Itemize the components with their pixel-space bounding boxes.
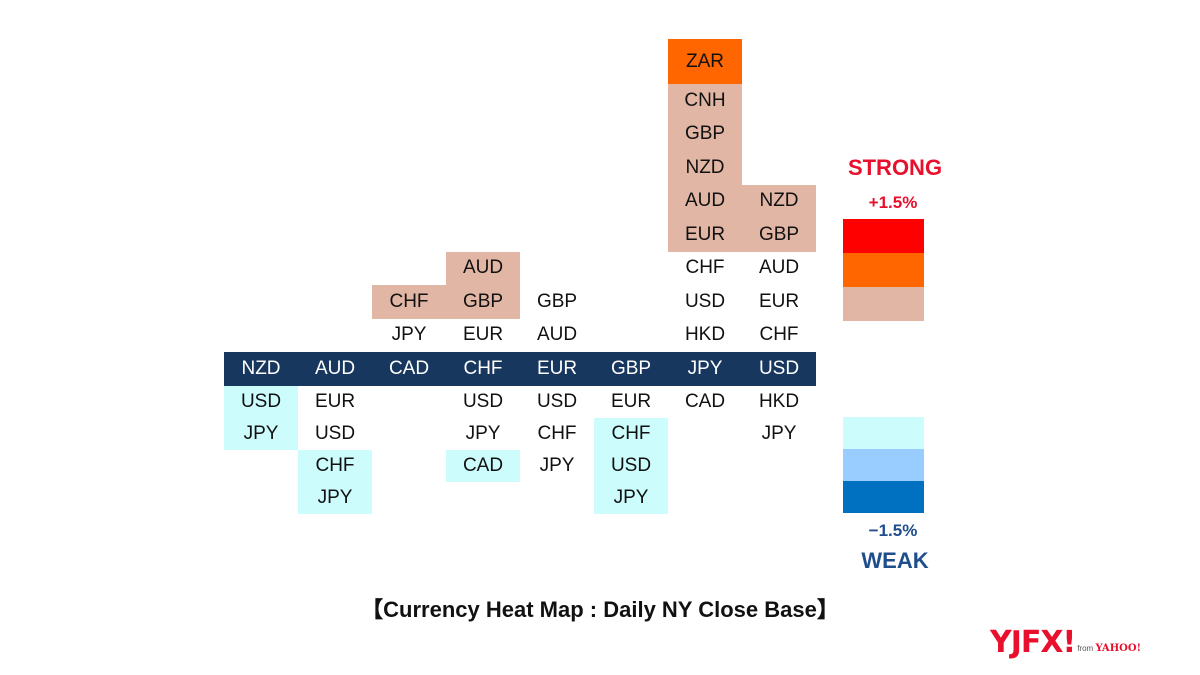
cell-jpy-cnh: CNH: [668, 84, 742, 118]
legend-swatch-weak3: [843, 481, 924, 513]
cell-jpy-gbp: GBP: [668, 117, 742, 151]
legend-weak-label: WEAK: [861, 548, 929, 573]
legend-swatch-strong1: [843, 287, 924, 321]
cell-aud-eur: EUR: [298, 386, 372, 418]
cell-usd-gbp: GBP: [742, 218, 816, 252]
base-currency-gbp: GBP: [594, 352, 668, 386]
cell-jpy-nzd: NZD: [668, 151, 742, 185]
cell-eur-chf: CHF: [520, 418, 594, 450]
cell-chf-aud: AUD: [446, 251, 520, 285]
cell-jpy-cad: CAD: [668, 386, 742, 418]
cell-usd-nzd: NZD: [742, 184, 816, 218]
cell-eur-gbp: GBP: [520, 285, 594, 319]
cell-gbp-usd: USD: [594, 450, 668, 482]
cell-usd-chf: CHF: [742, 318, 816, 352]
cell-aud-jpy: JPY: [298, 482, 372, 514]
base-currency-eur: EUR: [520, 352, 594, 386]
cell-jpy-zar: ZAR: [668, 39, 742, 84]
cell-usd-eur: EUR: [742, 285, 816, 319]
base-currency-jpy: JPY: [668, 352, 742, 386]
cell-jpy-chf: CHF: [668, 251, 742, 285]
cell-usd-jpy: JPY: [742, 418, 816, 450]
cell-gbp-chf: CHF: [594, 418, 668, 450]
cell-jpy-aud: AUD: [668, 184, 742, 218]
legend-strong-value: +1.5%: [868, 193, 918, 212]
base-currency-chf: CHF: [446, 352, 520, 386]
cell-eur-jpy: JPY: [520, 450, 594, 482]
legend-swatch-weak1: [843, 417, 924, 449]
cell-aud-chf: CHF: [298, 450, 372, 482]
legend-swatch-strong2: [843, 253, 924, 287]
yjfx-logo: YJFX! from YAHOO!: [990, 624, 1141, 658]
cell-chf-eur: EUR: [446, 318, 520, 352]
cell-usd-hkd: HKD: [742, 386, 816, 418]
base-currency-usd: USD: [742, 352, 816, 386]
cell-gbp-eur: EUR: [594, 386, 668, 418]
cell-chf-cad: CAD: [446, 450, 520, 482]
cell-cad-jpy: JPY: [372, 318, 446, 352]
cell-jpy-usd: USD: [668, 285, 742, 319]
cell-aud-usd: USD: [298, 418, 372, 450]
logo-mark: YJFX!: [990, 625, 1076, 660]
cell-chf-jpy: JPY: [446, 418, 520, 450]
base-currency-nzd: NZD: [224, 352, 298, 386]
cell-chf-gbp: GBP: [446, 285, 520, 319]
cell-nzd-usd: USD: [224, 386, 298, 418]
base-currency-aud: AUD: [298, 352, 372, 386]
chart-caption: 【Currency Heat Map : Daily NY Close Base…: [361, 597, 839, 622]
legend-swatch-strong3: [843, 219, 924, 253]
cell-cad-chf: CHF: [372, 285, 446, 319]
cell-usd-aud: AUD: [742, 251, 816, 285]
legend-strong-label: STRONG: [847, 155, 943, 180]
cell-eur-aud: AUD: [520, 318, 594, 352]
legend-weak-value: −1.5%: [868, 521, 918, 540]
cell-gbp-jpy: JPY: [594, 482, 668, 514]
cell-chf-usd: USD: [446, 386, 520, 418]
cell-nzd-jpy: JPY: [224, 418, 298, 450]
logo-sub: from YAHOO!: [1077, 643, 1141, 654]
cell-jpy-eur: EUR: [668, 218, 742, 252]
base-currency-cad: CAD: [372, 352, 446, 386]
cell-eur-usd: USD: [520, 386, 594, 418]
cell-jpy-hkd: HKD: [668, 318, 742, 352]
legend-swatch-weak2: [843, 449, 924, 481]
